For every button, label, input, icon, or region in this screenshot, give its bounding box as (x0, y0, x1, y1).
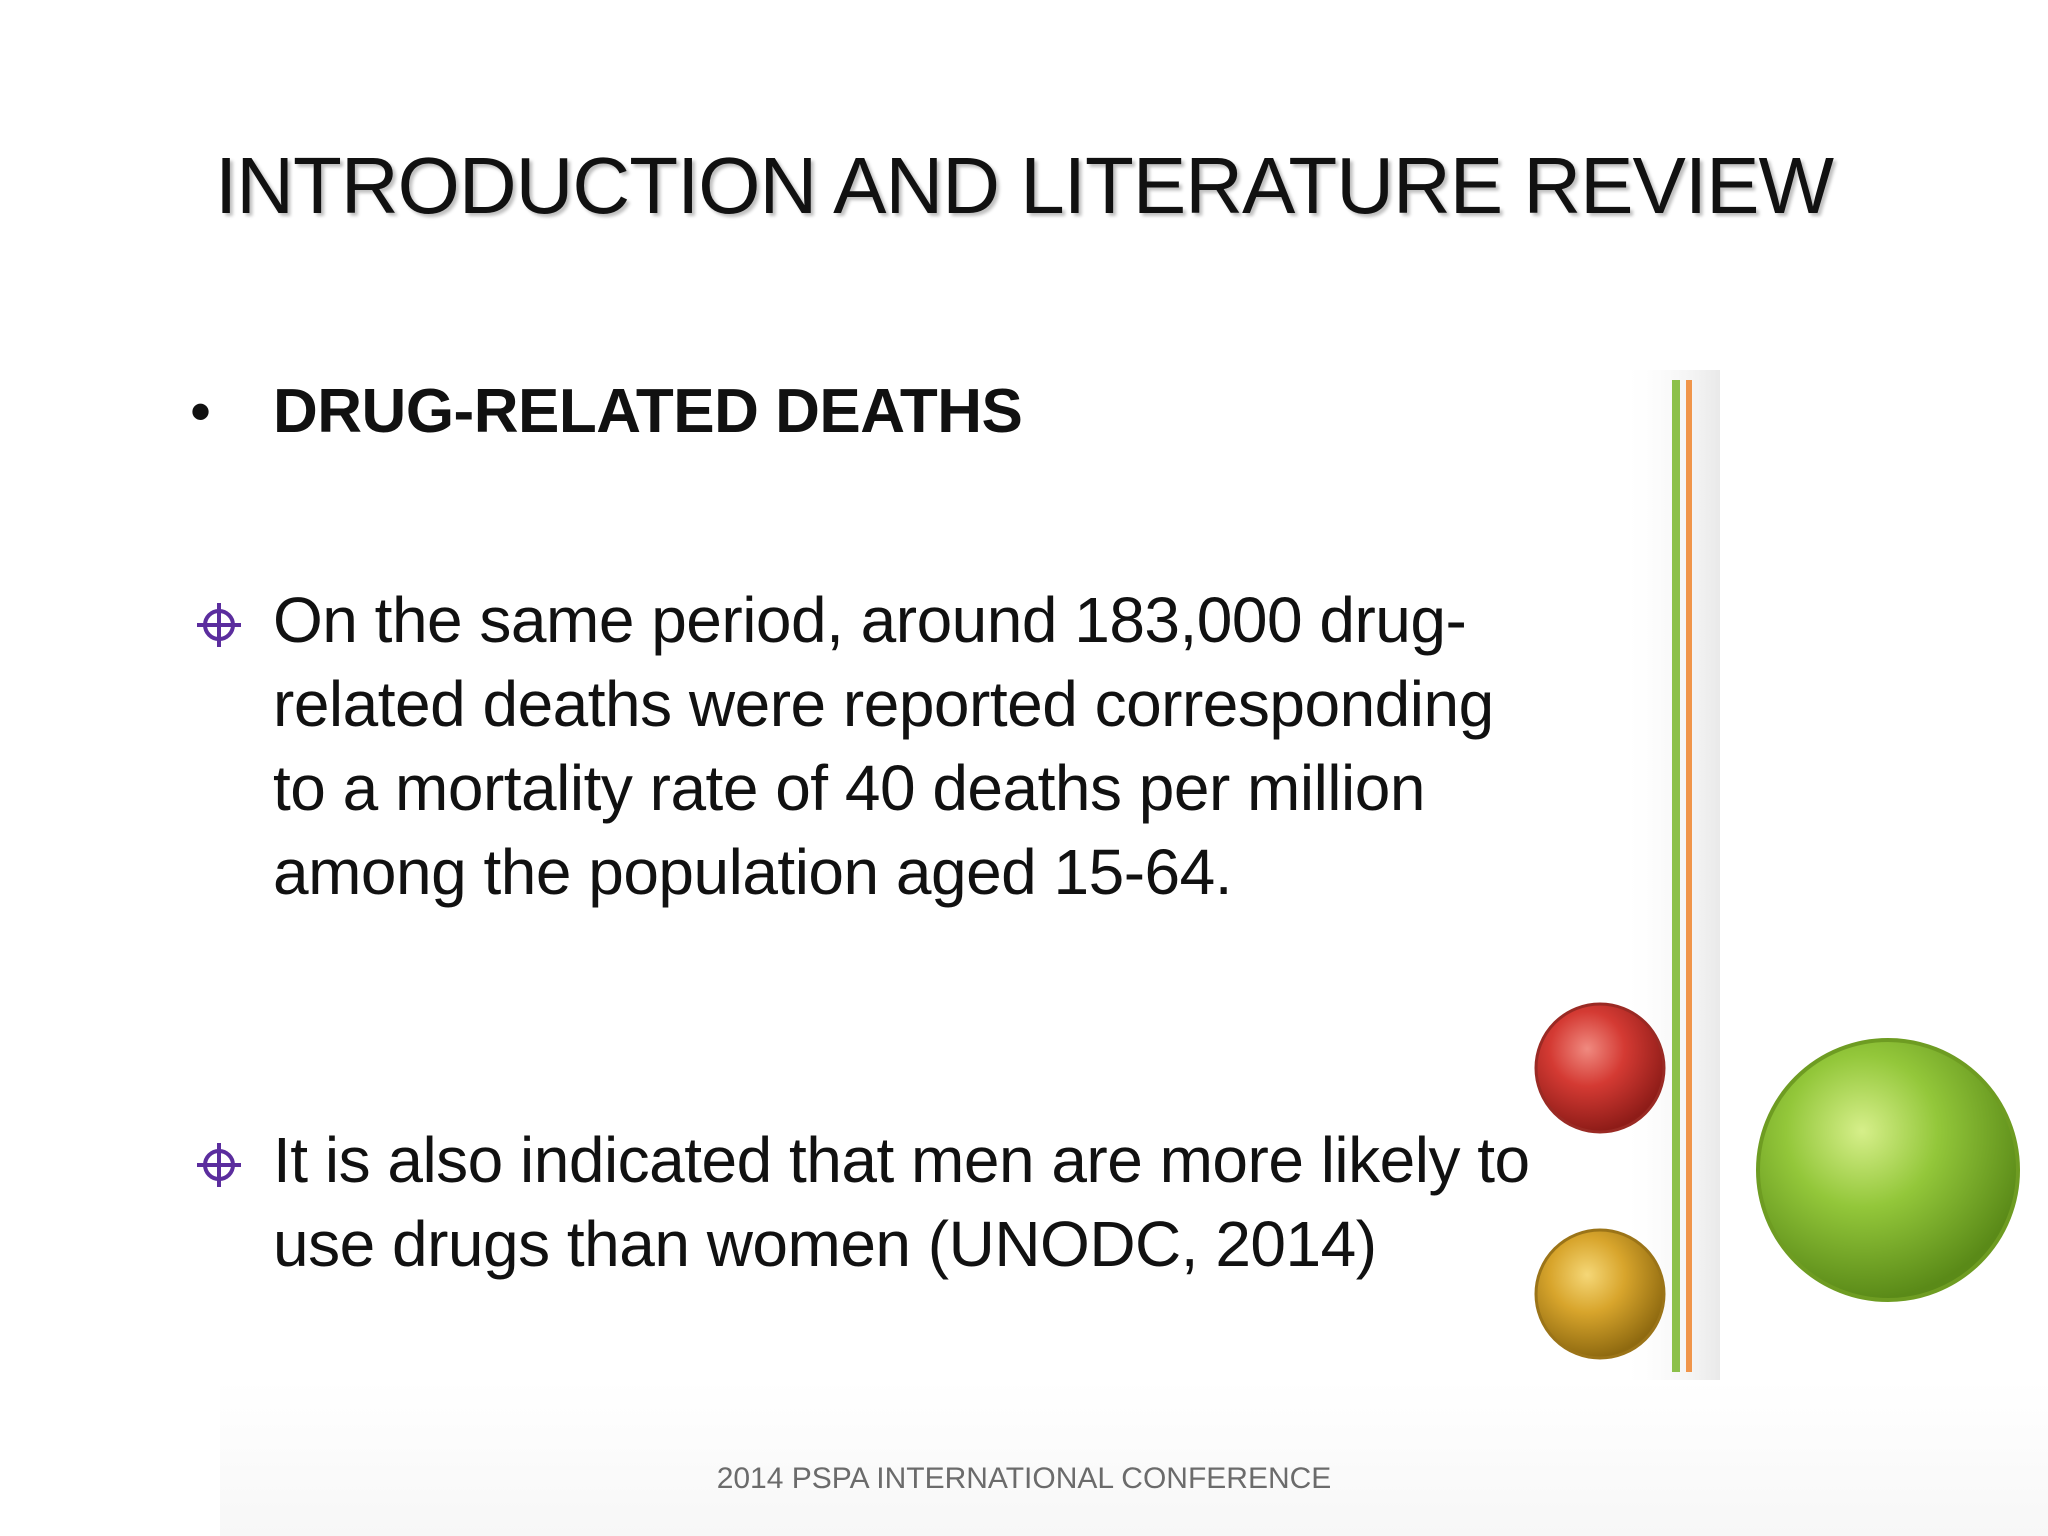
background-gradient (220, 1380, 2048, 1536)
slide-title: INTRODUCTION AND LITERATURE REVIEW (215, 141, 1834, 230)
orange-vertical-line (1686, 380, 1692, 1372)
gold-circle (1534, 1228, 1666, 1360)
green-circle (1756, 1038, 2020, 1302)
bullet-dot-icon: • (190, 378, 212, 445)
decorative-graphic (1534, 370, 2020, 1380)
footer-text: 2014 PSPA INTERNATIONAL CONFERENCE (716, 1462, 1332, 1495)
section-heading-text: DRUG-RELATED DEATHS (273, 377, 1023, 446)
green-vertical-line (1672, 380, 1680, 1372)
crosshair-bullet-icon (197, 1143, 241, 1187)
red-circle (1534, 1002, 1666, 1134)
line-shadow (1620, 370, 1720, 1380)
crosshair-bullet-icon (197, 603, 241, 647)
bullet-point-text: On the same period, around 183,000 drug-… (273, 584, 1494, 908)
bullet-point-text: It is also indicated that men are more l… (273, 1124, 1530, 1280)
